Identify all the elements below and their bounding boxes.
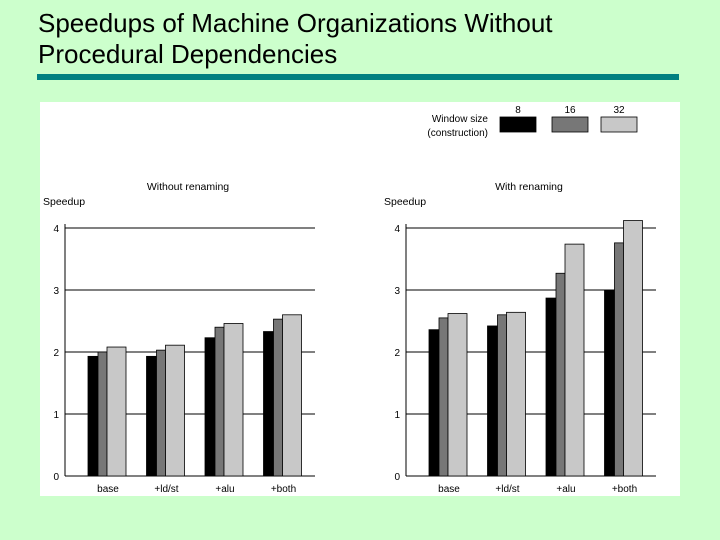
chart-1-y-tick-label: 1	[53, 410, 59, 421]
chart-1-bar-both-32	[282, 314, 302, 477]
chart-1-bar-base-32	[106, 346, 127, 477]
chart-1-bar-ldst-32	[165, 344, 185, 477]
legend-swatch-8	[499, 116, 537, 133]
chart-1-x-tick-label: +both	[271, 484, 296, 495]
chart-2-title: With renaming	[495, 181, 563, 193]
chart-2-x-tick-label: base	[438, 484, 460, 495]
chart-2-y-tick-label: 3	[394, 286, 400, 297]
chart-1-y-axis-label: Speedup	[43, 196, 85, 208]
chart-1-x-tick-label: +alu	[215, 484, 234, 495]
chart-1-bar-both-8	[263, 331, 274, 477]
slide-title-line-1: Speedups of Machine Organizations Withou…	[38, 8, 553, 38]
chart-2-y-tick-label: 4	[394, 224, 400, 235]
chart-2-x-tick-label: +ld/st	[495, 484, 519, 495]
chart-1-bar-base-8	[87, 355, 99, 477]
chart-2-bar-base-8	[428, 329, 440, 477]
chart-1-x-tick-label: +ld/st	[154, 484, 178, 495]
chart-1-y-tick-label: 0	[53, 472, 59, 483]
chart-1-x-tick-label: base	[97, 484, 119, 495]
legend-title-line-2: (construction)	[427, 128, 488, 139]
chart-1-bar-alu-8	[204, 337, 216, 477]
legend-label-16: 16	[564, 105, 576, 116]
chart-1-bar-ldst-8	[146, 355, 157, 477]
chart-2-bar-ldst-8	[487, 325, 498, 477]
chart-2-bar-alu-8	[545, 297, 557, 477]
chart-2-x-tick-label: +both	[612, 484, 637, 495]
legend-title-line-1: Window size	[432, 114, 489, 125]
legend-label-8: 8	[515, 105, 521, 116]
title-divider	[37, 74, 679, 80]
chart-1-title: Without renaming	[147, 181, 229, 193]
chart-2-bar-ldst-32	[506, 311, 526, 477]
chart-2-bar-both-16	[614, 242, 624, 477]
chart-2-y-tick-label: 2	[394, 348, 400, 359]
chart-2-bar-both-32	[623, 220, 643, 477]
chart-1-y-tick-label: 4	[53, 224, 59, 235]
chart-1-y-tick-label: 3	[53, 286, 59, 297]
legend-swatch-32	[600, 116, 638, 133]
chart-2-y-tick-label: 1	[394, 410, 400, 421]
speedup-figure: Window size (construction) 8 16 32 Without re…	[40, 102, 680, 496]
chart-1-y-tick-label: 2	[53, 348, 59, 359]
chart-1-bar-base-16	[97, 351, 108, 477]
chart-2-bar-both-8	[604, 289, 615, 477]
chart-2-bar-alu-32	[564, 243, 585, 477]
chart-2-y-axis-label: Speedup	[384, 196, 426, 208]
legend-label-32: 32	[613, 105, 625, 116]
chart-2-y-tick-label: 0	[394, 472, 400, 483]
chart-2-x-tick-label: +alu	[556, 484, 575, 495]
slide-title-line-2: Procedural Dependencies	[38, 39, 338, 69]
chart-1-bar-alu-32	[223, 323, 244, 477]
legend-swatch-16	[551, 116, 589, 133]
chart-1-bar-both-16	[273, 318, 283, 477]
chart-2-bar-ldst-16	[497, 314, 507, 477]
slide-title: Speedups of Machine Organizations Withou…	[38, 8, 678, 70]
chart-2-bar-base-32	[447, 313, 468, 477]
chart-2-bar-base-16	[438, 317, 449, 477]
chart-2-bar-alu-16	[555, 272, 566, 477]
chart-1-bar-ldst-16	[156, 349, 166, 477]
chart-1-bar-alu-16	[214, 326, 225, 477]
